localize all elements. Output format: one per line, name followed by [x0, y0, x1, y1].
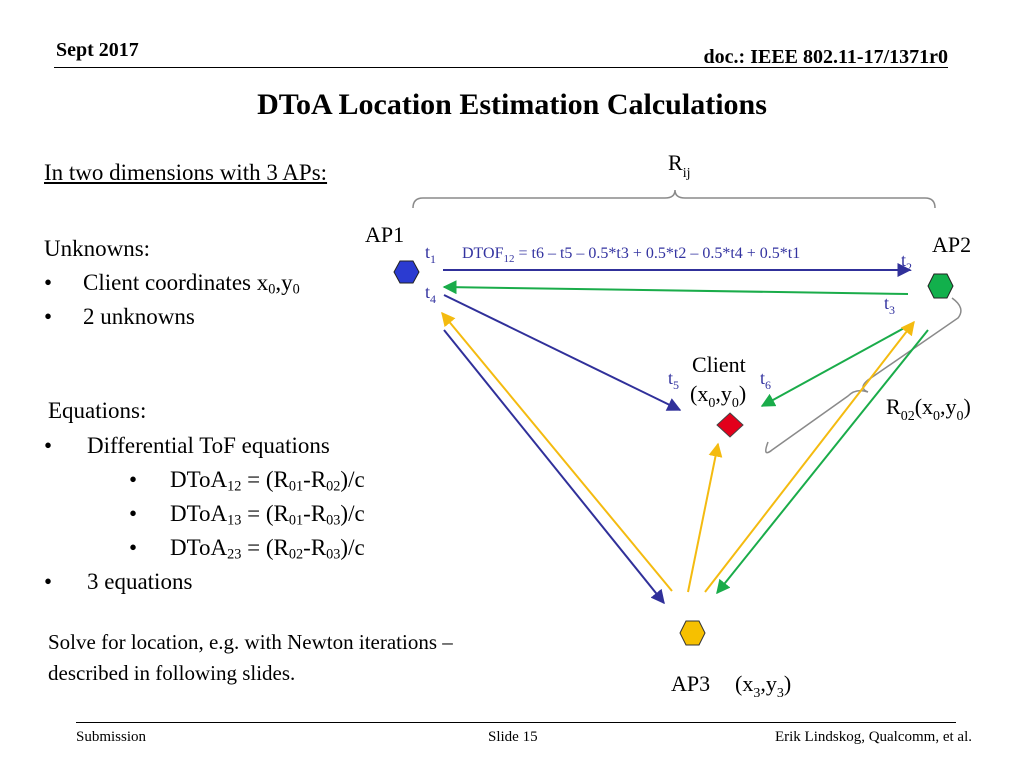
- ap1-node: [393, 260, 420, 284]
- t2-label: t2: [901, 250, 912, 274]
- header-doc-id: doc.: IEEE 802.11-17/1371r0: [703, 46, 948, 68]
- equation-dtoa-13: DToA13 = (R01-R03)/c: [170, 501, 365, 529]
- list-item: • Differential ToF equations: [44, 429, 444, 463]
- ap1-label: AP1: [365, 222, 404, 247]
- ap2-node: [927, 273, 954, 299]
- ap3-node: [679, 620, 706, 646]
- subheading: In two dimensions with 3 APs:: [44, 160, 328, 185]
- rij-brace: [412, 189, 936, 209]
- equations-heading: Equations:: [48, 398, 147, 423]
- t1-label: t1: [425, 242, 436, 266]
- r02-label: R02(x0,y0): [886, 394, 971, 424]
- slide-title: DToA Location Estimation Calculations: [257, 88, 767, 121]
- list-item: • DToA12 = (R01-R02)/c: [44, 463, 444, 497]
- arrow-ap1-to-client: [443, 294, 682, 411]
- ap3-label: AP3: [671, 671, 710, 696]
- t4-label: t4: [425, 282, 436, 306]
- footer-submission: Submission: [76, 729, 147, 745]
- arrow-ap3-to-client: [687, 442, 723, 593]
- bullet: •: [44, 433, 53, 458]
- list-item: • DToA13 = (R01-R03)/c: [44, 497, 444, 531]
- footer-slide-number: Slide 15: [488, 729, 538, 745]
- list-item: • DToA23 = (R02-R03)/c: [44, 531, 444, 565]
- list-item: • Client coordinates x0,y0: [44, 266, 404, 300]
- bullet: •: [129, 535, 138, 560]
- solve-note: Solve for location, e.g. with Newton ite…: [48, 630, 453, 685]
- footer-divider: [76, 722, 956, 723]
- unknown-coordinates: Client coordinates x0,y0: [83, 270, 300, 298]
- arrow-ap3-to-ap2: [704, 320, 915, 593]
- rij-label: Rij: [668, 150, 690, 181]
- client-coords: (x0,y0): [690, 381, 746, 411]
- dtof-formula: DTOF12 = t6 – t5 – 0.5*t3 + 0.5*t2 – 0.5…: [462, 245, 800, 265]
- arrow-ap2-to-ap1: [442, 280, 909, 295]
- differential-tof-item: Differential ToF equations: [87, 433, 330, 458]
- client-label: Client: [692, 352, 746, 377]
- header-divider: [54, 67, 948, 68]
- arrow-ap2-to-client: [760, 326, 907, 407]
- footer-author: Erik Lindskog, Qualcomm, et al.: [774, 729, 972, 745]
- unknown-count: 2 unknowns: [83, 304, 195, 329]
- arrow-ap1-to-ap3: [443, 329, 665, 605]
- arrow-ap3-to-ap1: [441, 311, 673, 592]
- arrow-ap2-to-ap3: [716, 329, 929, 595]
- ap2-label: AP2: [932, 232, 971, 257]
- bullet: •: [129, 501, 138, 526]
- bullet: •: [44, 270, 53, 295]
- t3-label: t3: [884, 293, 895, 317]
- ap3-coords: (x3,y3): [735, 671, 791, 701]
- unknowns-list: • Client coordinates x0,y0 • 2 unknowns: [44, 266, 404, 334]
- t6-label: t6: [760, 368, 771, 392]
- list-item: • 3 equations: [44, 565, 444, 599]
- header-date: Sept 2017: [56, 39, 139, 61]
- bullet: •: [44, 304, 53, 329]
- equation-count-item: 3 equations: [87, 569, 193, 594]
- bullet: •: [129, 467, 138, 492]
- t5-label: t5: [668, 368, 679, 392]
- equation-dtoa-23: DToA23 = (R02-R03)/c: [170, 535, 365, 563]
- list-item: • 2 unknowns: [44, 300, 404, 334]
- equation-dtoa-12: DToA12 = (R01-R02)/c: [170, 467, 365, 495]
- unknowns-heading: Unknowns:: [44, 236, 151, 261]
- bullet: •: [44, 569, 53, 594]
- r02-brace: [765, 297, 962, 454]
- equations-list: • Differential ToF equations • DToA12 = …: [44, 429, 444, 599]
- client-node: [716, 412, 744, 438]
